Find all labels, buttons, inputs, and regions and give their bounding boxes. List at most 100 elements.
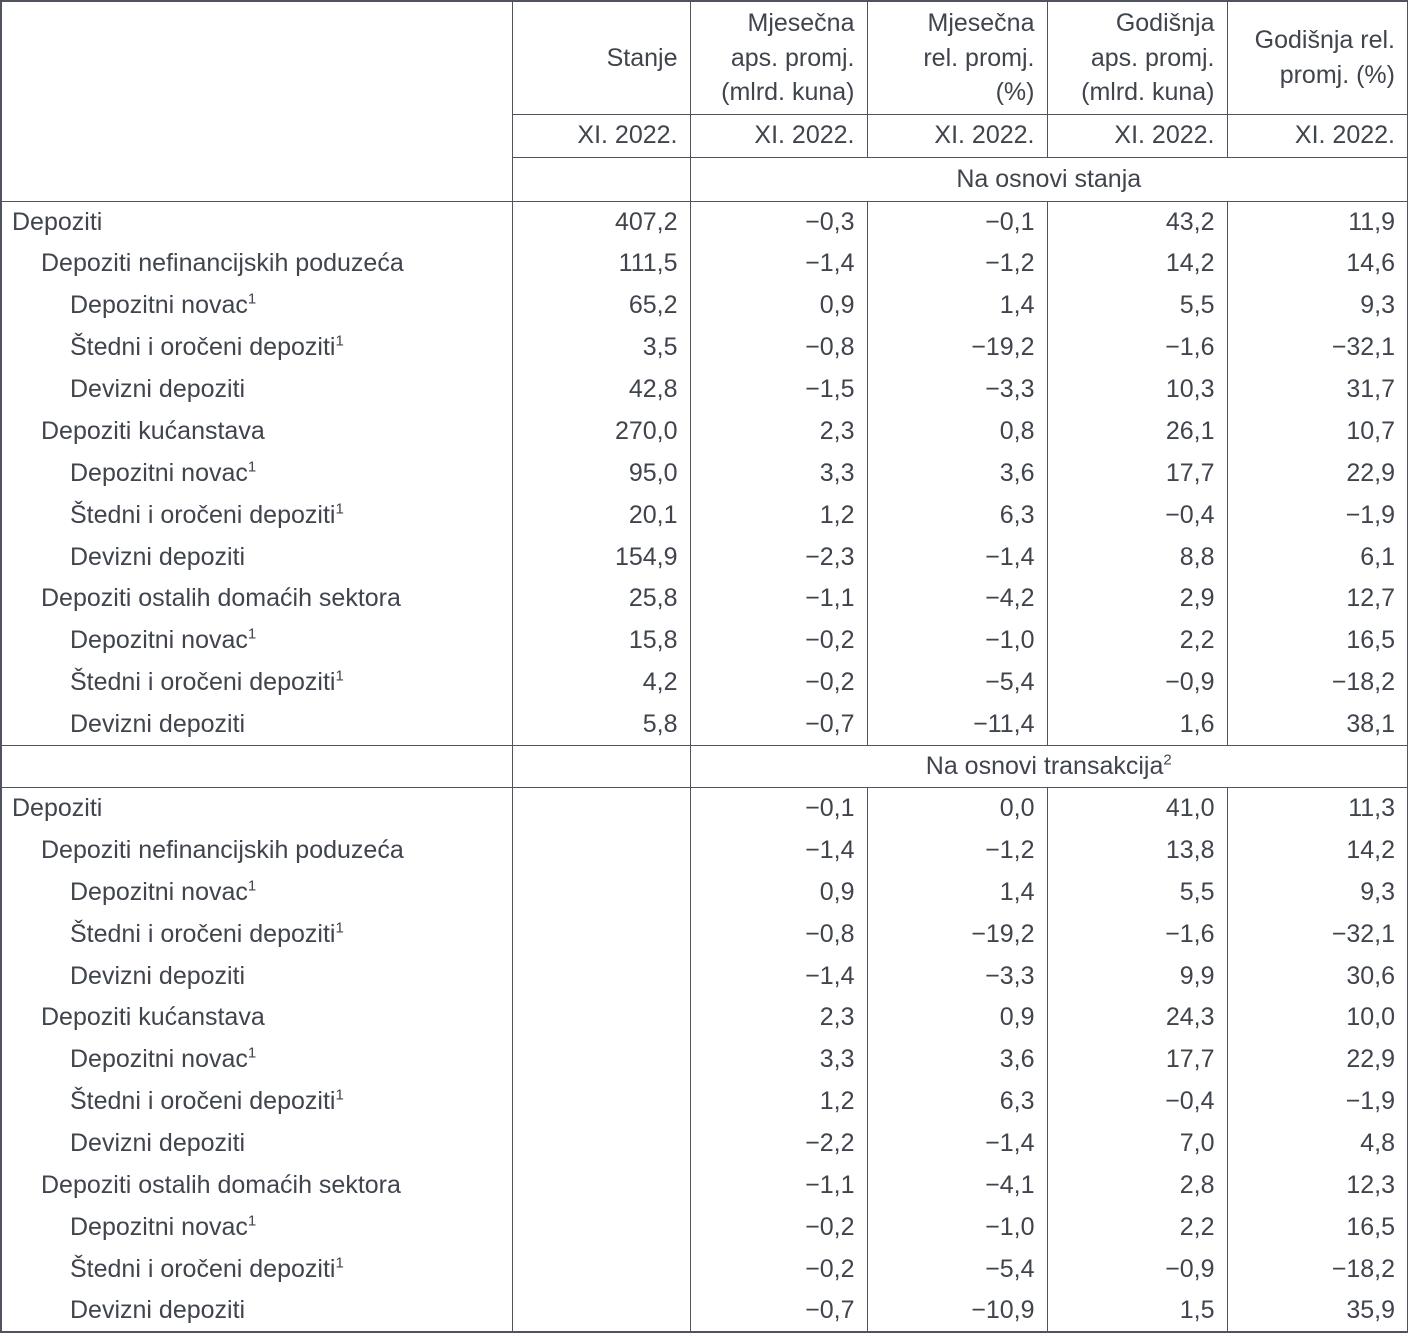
table-row: Depoziti nefinancijskih poduzeća 111,5 −…: [0, 242, 1408, 285]
value-cell-godisnja-aps: 24,3: [1046, 997, 1228, 1039]
value-cell-godisnja-rel: 9,3: [1226, 871, 1408, 914]
value-cell-mjesecna-rel: 6,3: [866, 1080, 1048, 1123]
value-cell-godisnja-rel: −18,2: [1226, 1248, 1408, 1291]
period-cell-stanje: XI. 2022.: [511, 114, 691, 158]
row-label-text: Devizni depoziti: [70, 375, 246, 403]
table-row: Depozitni novac1 3,3 3,6 17,7 22,9: [0, 1038, 1408, 1081]
value-cell-mjesecna-rel: 6,3: [866, 494, 1048, 537]
footnote-marker: 1: [247, 290, 257, 308]
row-label: Štedni i oročeni depoziti1: [0, 1080, 513, 1123]
section-band-row: Na osnovi transakcija2: [0, 745, 1408, 789]
value-cell-mjesecna-aps: −0,7: [689, 703, 868, 746]
table-row: Devizni depoziti 42,8 −1,5 −3,3 10,3 31,…: [0, 368, 1408, 411]
value-cell-stanje: 95,0: [511, 452, 691, 495]
row-label-text: Depoziti nefinancijskih poduzeća: [41, 835, 404, 864]
value-cell-godisnja-aps: −0,4: [1046, 494, 1228, 537]
value-cell-godisnja-rel: 35,9: [1226, 1290, 1408, 1333]
value-cell-mjesecna-aps: −2,2: [689, 1122, 868, 1165]
table-row: Štedni i oročeni depoziti1 3,5 −0,8 −19,…: [0, 326, 1408, 369]
table-body: Na osnovi stanja Depoziti 407,2 −0,3 −0,…: [0, 157, 1408, 1333]
value-cell-godisnja-aps: 2,9: [1046, 578, 1228, 620]
value-cell-stanje: [511, 913, 691, 956]
value-cell-mjesecna-aps: 3,3: [689, 1038, 868, 1081]
row-label: Devizni depoziti: [0, 368, 513, 411]
row-label: Devizni depoziti: [0, 1290, 513, 1333]
band-empty-stanje-cell: [511, 157, 691, 202]
row-label: Štedni i oročeni depoziti1: [0, 661, 513, 704]
value-cell-stanje: [511, 1290, 691, 1333]
value-cell-stanje: [511, 871, 691, 914]
value-cell-mjesecna-aps: −0,1: [689, 787, 868, 830]
row-label: Depoziti kućanstava: [0, 410, 513, 453]
row-label: Štedni i oročeni depoziti1: [0, 913, 513, 956]
value-cell-mjesecna-aps: −1,4: [689, 242, 868, 285]
row-label: Štedni i oročeni depoziti1: [0, 494, 513, 537]
row-label: Depoziti: [0, 787, 513, 830]
value-cell-mjesecna-rel: 3,6: [866, 452, 1048, 495]
row-label: Depoziti nefinancijskih poduzeća: [0, 829, 513, 872]
table-row: Depozitni novac1 0,9 1,4 5,5 9,3: [0, 871, 1408, 914]
table-row: Štedni i oročeni depoziti1 −0,8 −19,2 −1…: [0, 913, 1408, 956]
value-cell-stanje: 4,2: [511, 661, 691, 704]
footnote-marker: 1: [247, 626, 257, 644]
footnote-marker: 1: [335, 332, 344, 350]
value-cell-godisnja-aps: 5,5: [1046, 284, 1228, 327]
row-label: Štedni i oročeni depoziti1: [0, 1248, 513, 1291]
value-cell-mjesecna-rel: 1,4: [866, 871, 1048, 914]
value-cell-godisnja-rel: 14,2: [1226, 829, 1408, 872]
value-cell-godisnja-aps: 13,8: [1046, 829, 1228, 872]
row-label: Depozitni novac1: [0, 1038, 513, 1081]
value-cell-mjesecna-aps: −0,3: [689, 201, 868, 243]
value-cell-stanje: 5,8: [511, 703, 691, 746]
table-row: Depoziti 407,2 −0,3 −0,1 43,2 11,9: [0, 201, 1408, 243]
footnote-marker: 1: [247, 1212, 257, 1230]
row-label-text: Štedni i oročeni depoziti: [70, 668, 336, 697]
value-cell-stanje: [511, 1164, 691, 1207]
value-cell-mjesecna-aps: −1,1: [689, 1164, 868, 1207]
table-row: Devizni depoziti −2,2 −1,4 7,0 4,8: [0, 1122, 1408, 1165]
row-label-text: Štedni i oročeni depoziti: [70, 333, 336, 362]
value-cell-godisnja-aps: 10,3: [1046, 368, 1228, 411]
footnote-marker: 1: [335, 919, 344, 937]
value-cell-mjesecna-rel: −1,2: [866, 242, 1048, 285]
value-cell-godisnja-aps: −0,4: [1046, 1080, 1228, 1123]
col-header-godisnja-rel-promj: Godišnja rel. promj. (%): [1226, 1, 1408, 115]
table-row: Depozitni novac1 15,8 −0,2 −1,0 2,2 16,5: [0, 619, 1408, 662]
value-cell-stanje: [511, 955, 691, 998]
value-cell-godisnja-aps: 2,2: [1046, 1206, 1228, 1249]
value-cell-mjesecna-aps: 1,2: [689, 494, 868, 537]
value-cell-godisnja-aps: −1,6: [1046, 326, 1228, 369]
value-cell-godisnja-aps: 9,9: [1046, 955, 1228, 998]
value-cell-stanje: [511, 787, 691, 830]
value-cell-mjesecna-rel: −19,2: [866, 326, 1048, 369]
value-cell-mjesecna-rel: −10,9: [866, 1290, 1048, 1333]
row-label: Depozitni novac1: [0, 619, 513, 662]
value-cell-mjesecna-rel: −3,3: [866, 955, 1048, 998]
value-cell-godisnja-rel: −1,9: [1226, 1080, 1408, 1123]
row-label: Depozitni novac1: [0, 284, 513, 327]
value-cell-mjesecna-rel: −4,1: [866, 1164, 1048, 1207]
value-cell-godisnja-rel: 12,7: [1226, 578, 1408, 620]
value-cell-godisnja-aps: 2,2: [1046, 619, 1228, 662]
value-cell-mjesecna-rel: −1,4: [866, 1122, 1048, 1165]
table-row: Depoziti −0,1 0,0 41,0 11,3: [0, 787, 1408, 830]
row-label-text: Štedni i oročeni depoziti: [70, 500, 336, 529]
table-row: Depoziti ostalih domaćih sektora −1,1 −4…: [0, 1164, 1408, 1207]
value-cell-godisnja-rel: 12,3: [1226, 1164, 1408, 1207]
value-cell-godisnja-aps: −0,9: [1046, 1248, 1228, 1291]
row-label-text: Depozitni novac: [70, 626, 248, 655]
row-label-text: Depozitni novac: [70, 291, 248, 320]
value-cell-godisnja-rel: 9,3: [1226, 284, 1408, 327]
period-cell-mjesecna-rel: XI. 2022.: [866, 114, 1048, 158]
value-cell-godisnja-rel: 16,5: [1226, 619, 1408, 662]
row-label-text: Štedni i oročeni depoziti: [70, 1254, 336, 1283]
value-cell-stanje: [511, 1080, 691, 1123]
value-cell-godisnja-rel: −18,2: [1226, 661, 1408, 704]
value-cell-mjesecna-aps: 0,9: [689, 871, 868, 914]
table-row: Štedni i oročeni depoziti1 4,2 −0,2 −5,4…: [0, 661, 1408, 704]
row-label-text: Depoziti: [12, 794, 103, 823]
row-label-text: Depoziti: [12, 207, 103, 236]
section-band-row: Na osnovi stanja: [0, 157, 1408, 202]
row-label-text: Devizni depoziti: [70, 1129, 246, 1158]
value-cell-mjesecna-aps: −0,8: [689, 326, 868, 369]
